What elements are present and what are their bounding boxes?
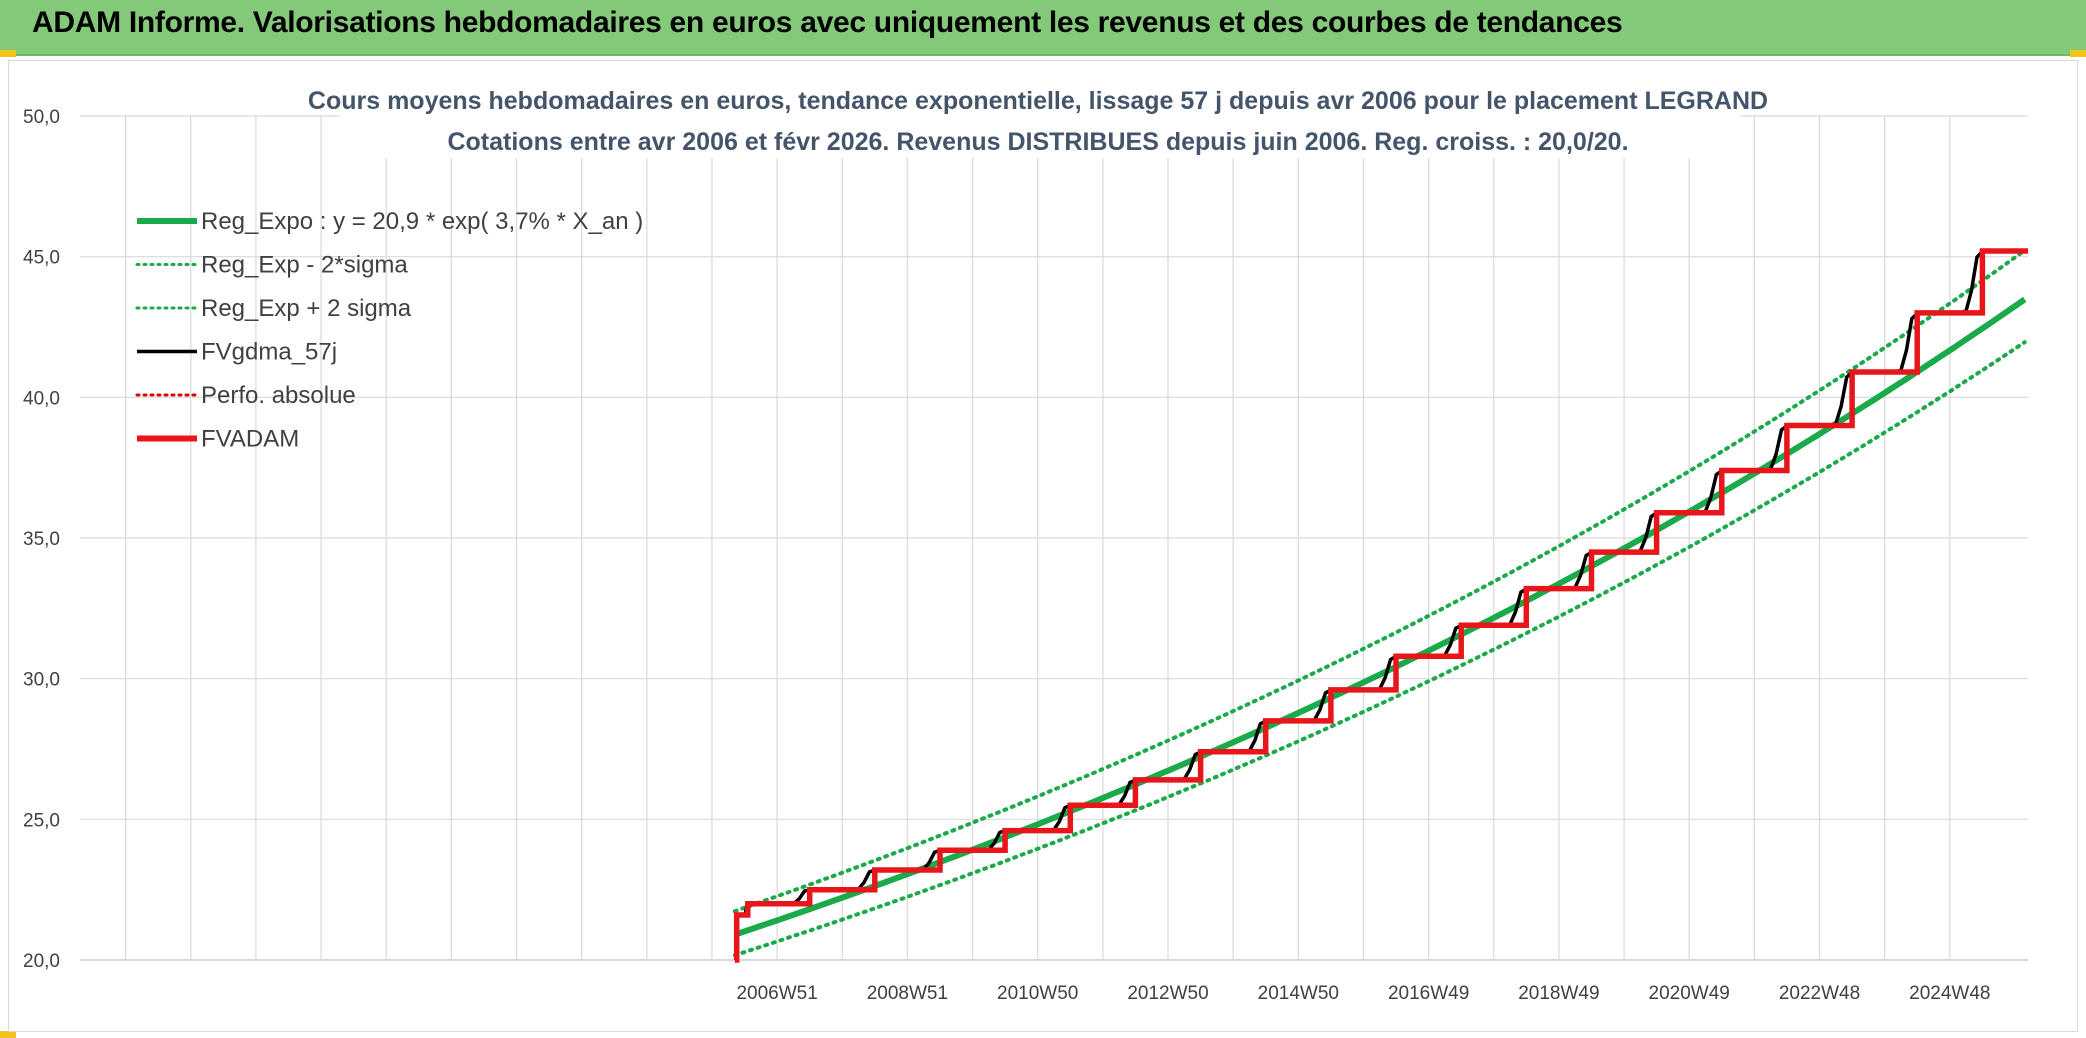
fvgdma-line: [736, 249, 2028, 917]
x-tick-label: 2020W49: [1649, 983, 1730, 1004]
report-banner: ADAM Informe. Valorisations hebdomadaire…: [0, 0, 2086, 56]
legend: Reg_Expo : y = 20,9 * exp( 3,7% * X_an )…: [135, 208, 643, 453]
chart-title-group: Cours moyens hebdomadaires en euros, ten…: [308, 80, 1768, 158]
x-tick-label: 2022W48: [1779, 983, 1860, 1004]
x-tick-label: 2012W50: [1127, 983, 1208, 1004]
corner-marker-bottom-left: [0, 1031, 16, 1038]
y-tick-label: 40,0: [23, 388, 60, 409]
y-tick-label: 45,0: [23, 248, 60, 269]
y-tick-label: 35,0: [23, 529, 60, 550]
band-high-line: [732, 248, 2027, 914]
chart-title: Cours moyens hebdomadaires en euros, ten…: [308, 87, 1768, 115]
x-tick-label: 2006W51: [736, 983, 817, 1004]
y-tick-label: 50,0: [23, 107, 60, 128]
gridlines: [80, 115, 2028, 961]
x-axis-ticks: 2006W51 2008W51 2010W50 2012W50 2014W50 2016W…: [736, 983, 1990, 1004]
x-tick-label: 2008W51: [867, 983, 948, 1004]
legend-label: Reg_Expo : y = 20,9 * exp( 3,7% * X_an ): [201, 208, 643, 235]
y-tick-label: 20,0: [23, 951, 60, 972]
corner-marker-top-right: [2070, 50, 2086, 57]
band-low-line: [732, 340, 2027, 958]
title-background: [340, 80, 1740, 158]
y-tick-label: 30,0: [23, 670, 60, 691]
series-lines: [732, 248, 2028, 963]
legend-label: Reg_Exp - 2*sigma: [201, 252, 408, 279]
legend-label: Perfo. absolue: [201, 382, 356, 409]
y-axis-ticks: 20,0 25,0 30,0 35,0 40,0 45,0 50,0: [23, 107, 60, 972]
x-tick-label: 2014W50: [1258, 983, 1339, 1004]
x-tick-label: 2016W49: [1388, 983, 1469, 1004]
fvadam-line: [733, 248, 2028, 963]
trend-line: [733, 296, 2027, 938]
x-tick-label: 2024W48: [1909, 983, 1990, 1004]
chart-frame: [8, 60, 2078, 1032]
x-tick-label: 2010W50: [997, 983, 1078, 1004]
legend-label: FVgdma_57j: [201, 339, 337, 366]
x-tick-label: 2018W49: [1518, 983, 1599, 1004]
legend-label: Reg_Exp + 2 sigma: [201, 295, 412, 322]
legend-label: FVADAM: [201, 426, 299, 453]
chart-subtitle: Cotations entre avr 2006 et févr 2026. R…: [447, 128, 1628, 156]
corner-marker-top-left: [0, 50, 16, 57]
report-title: ADAM Informe. Valorisations hebdomadaire…: [32, 6, 1623, 39]
y-tick-label: 25,0: [23, 810, 60, 831]
